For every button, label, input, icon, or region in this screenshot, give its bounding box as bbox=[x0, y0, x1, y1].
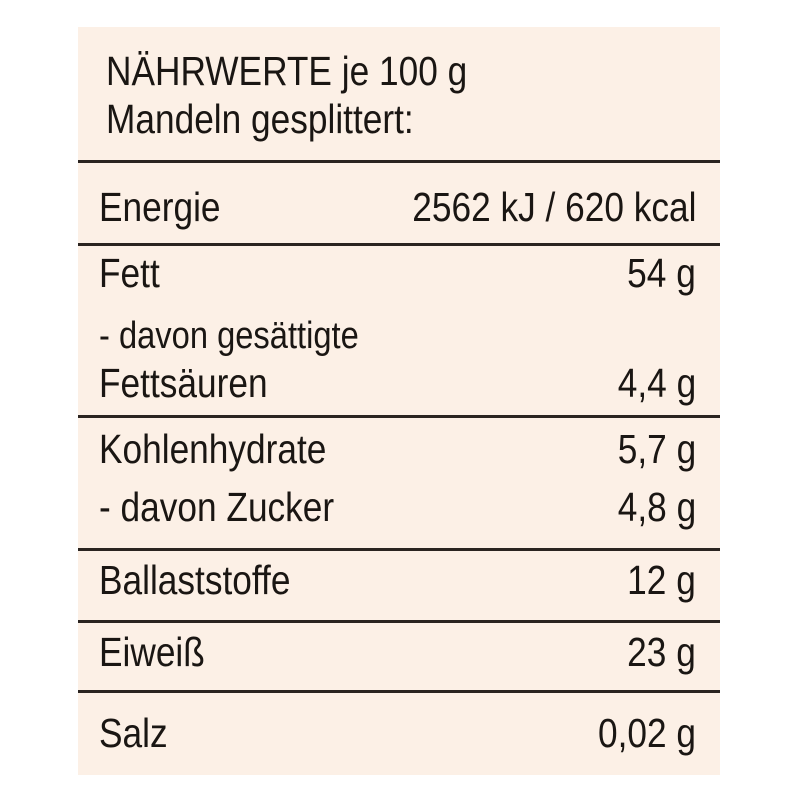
energie-label: Energie bbox=[99, 184, 221, 230]
fett-value: 54 g bbox=[627, 250, 696, 296]
divider bbox=[78, 548, 720, 551]
nutrition-label: NÄHRWERTE je 100 g Mandeln gesplittert: … bbox=[78, 27, 720, 775]
kohlenhydrate-label: Kohlenhydrate bbox=[99, 426, 327, 472]
header-title: NÄHRWERTE je 100 g bbox=[106, 48, 468, 94]
divider bbox=[78, 243, 720, 246]
ballaststoffe-value: 12 g bbox=[627, 557, 696, 603]
gesaettigte-label-line1: - davon gesättigte bbox=[99, 315, 359, 357]
salz-label: Salz bbox=[99, 710, 168, 756]
ballaststoffe-label: Ballaststoffe bbox=[99, 557, 291, 603]
fett-label: Fett bbox=[99, 250, 160, 296]
zucker-label: - davon Zucker bbox=[99, 484, 335, 530]
header-product: Mandeln gesplittert: bbox=[106, 96, 414, 142]
divider bbox=[78, 160, 720, 163]
eiweiss-label: Eiweiß bbox=[99, 629, 205, 675]
kohlenhydrate-value: 5,7 g bbox=[617, 426, 696, 472]
gesaettigte-value: 4,4 g bbox=[617, 360, 696, 406]
divider bbox=[78, 690, 720, 693]
salz-value: 0,02 g bbox=[597, 710, 696, 756]
divider bbox=[78, 620, 720, 623]
divider bbox=[78, 415, 720, 418]
nutrition-header: NÄHRWERTE je 100 g Mandeln gesplittert: bbox=[106, 47, 467, 143]
zucker-value: 4,8 g bbox=[617, 484, 696, 530]
gesaettigte-label-line2: Fettsäuren bbox=[99, 360, 268, 406]
eiweiss-value: 23 g bbox=[627, 629, 696, 675]
energie-value: 2562 kJ / 620 kcal bbox=[411, 184, 696, 230]
